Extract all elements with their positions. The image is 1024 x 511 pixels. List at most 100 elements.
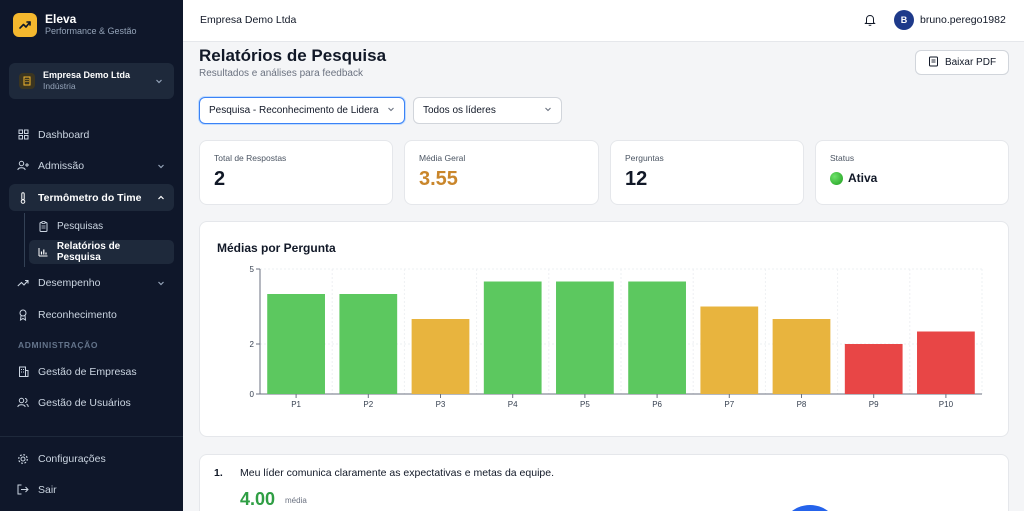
leader-select[interactable]: Todos os líderes [413,97,562,124]
nav-gestao-usuarios[interactable]: Gestão de Usuários [9,389,174,416]
section-admin-label: ADMINISTRAÇÃO [18,340,99,350]
stat-card-questions: Perguntas 12 [610,140,804,205]
question-average-label: média [285,496,307,505]
topbar-company: Empresa Demo Ltda [200,14,297,26]
download-pdf-label: Baixar PDF [944,57,997,68]
gear-icon [17,453,29,465]
bar-chart-icon [37,246,49,258]
nav-desempenho-label: Desempenho [38,276,101,289]
nav-reconhecimento[interactable]: Reconhecimento [9,301,174,328]
bar-p2 [339,294,398,394]
chevron-down-icon [154,76,164,86]
question-text: Meu líder comunica claramente as expecta… [240,467,555,479]
nav-gestao-empresas[interactable]: Gestão de Empresas [9,358,174,385]
x-tick-label: P10 [939,400,954,409]
x-tick-label: P2 [363,400,373,409]
stat-questions-label: Perguntas [625,153,664,163]
status-text: Ativa [848,171,878,185]
nav-configuracoes-label: Configurações [38,452,106,465]
nav-termometro[interactable]: Termômetro do Time [9,184,174,211]
leader-select-value: Todos os líderes [423,105,496,116]
y-tick-label: 2 [250,340,255,349]
thermometer-icon [17,191,29,204]
brand[interactable]: Eleva Performance & Gestão [13,13,137,37]
stat-card-average: Média Geral 3.55 [404,140,599,205]
user-name[interactable]: bruno.perego1982 [920,14,1006,26]
grid-icon [17,129,29,141]
chart-title: Médias por Pergunta [217,241,336,255]
survey-select-value: Pesquisa - Reconhecimento de Lidera [209,105,379,116]
nav-gestao-usuarios-label: Gestão de Usuários [38,396,131,409]
x-tick-label: P5 [580,400,590,409]
bar-p10 [917,331,975,394]
award-icon [17,309,29,321]
nav-sair-label: Sair [38,483,57,496]
nav-termometro-label: Termômetro do Time [38,191,142,204]
stat-avg-value: 3.55 [419,168,458,190]
nav-relatorios[interactable]: Relatórios de Pesquisa [29,240,174,264]
download-icon [928,56,939,70]
x-tick-label: P8 [797,400,807,409]
nav-dashboard[interactable]: Dashboard [9,121,174,148]
nav-relatorios-label: Relatórios de Pesquisa [56,241,121,263]
download-pdf-button[interactable]: Baixar PDF [915,50,1009,75]
chevron-down-icon [156,278,166,288]
trending-up-icon [17,277,29,289]
y-tick-label: 5 [250,265,255,274]
pie-chart-top [780,505,840,511]
x-tick-label: P3 [436,400,446,409]
nav-configuracoes[interactable]: Configurações [9,445,174,472]
chevron-down-icon [544,105,552,116]
x-tick-label: P4 [508,400,518,409]
clipboard-icon [37,220,49,232]
topbar: Empresa Demo Ltda B bruno.perego1982 [183,0,1024,42]
nav-desempenho[interactable]: Desempenho [9,269,174,296]
nav-admissao-label: Admissão [38,159,85,172]
users-icon [17,397,29,409]
avatar[interactable]: B [894,10,914,30]
bar-p1 [267,294,325,394]
nav-gestao-empresas-label: Gestão de Empresas [38,365,137,378]
bar-chart: 0 2 5 P1 P2 P3 P4 P5 P6 P7 P8 P9 P10 [250,265,983,409]
bell-icon[interactable] [863,13,877,27]
status-badge: Ativa [830,171,877,185]
user-plus-icon [17,160,29,172]
bar-p8 [772,319,831,394]
bar-p3 [411,319,470,394]
stat-card-total: Total de Respostas 2 [199,140,393,205]
x-tick-label: P9 [869,400,879,409]
x-tick-label: P6 [652,400,662,409]
survey-select[interactable]: Pesquisa - Reconhecimento de Lidera [199,97,405,124]
stat-avg-label: Média Geral [419,153,466,163]
stat-total-value: 2 [214,168,226,190]
page-subtitle: Resultados e análises para feedback [199,68,363,79]
nav-admissao[interactable]: Admissão [9,152,174,179]
nav-dashboard-label: Dashboard [38,128,90,141]
bar-p9 [844,344,903,394]
green-circle-icon [830,171,843,185]
page-title: Relatórios de Pesquisa [199,46,387,65]
nav-pesquisas[interactable]: Pesquisas [29,214,174,238]
stat-card-status: Status Ativa [815,140,1009,205]
bar-p4 [483,281,542,394]
bar-p5 [556,281,614,394]
sidebar: Eleva Performance & Gestão Empresa Demo … [0,0,183,511]
question-number: 1. [214,467,223,479]
chevron-up-icon [156,193,166,203]
log-out-icon [17,484,29,496]
question-card: 1. Meu líder comunica claramente as expe… [199,454,1009,511]
sidebar-divider [0,436,183,437]
bar-p7 [700,306,759,394]
stat-status-label: Status [830,153,855,163]
chevron-down-icon [156,161,166,171]
company-industry: Indústria [43,81,76,91]
nav-reconhecimento-label: Reconhecimento [38,308,117,321]
stat-total-label: Total de Respostas [214,153,287,163]
stat-questions-value: 12 [625,168,648,190]
company-switcher[interactable]: Empresa Demo Ltda Indústria [9,63,174,99]
trending-up-icon [13,13,37,37]
nav-sair[interactable]: Sair [9,476,174,503]
chevron-down-icon [387,105,395,116]
y-tick-label: 0 [250,390,255,399]
bar-p6 [628,281,686,394]
